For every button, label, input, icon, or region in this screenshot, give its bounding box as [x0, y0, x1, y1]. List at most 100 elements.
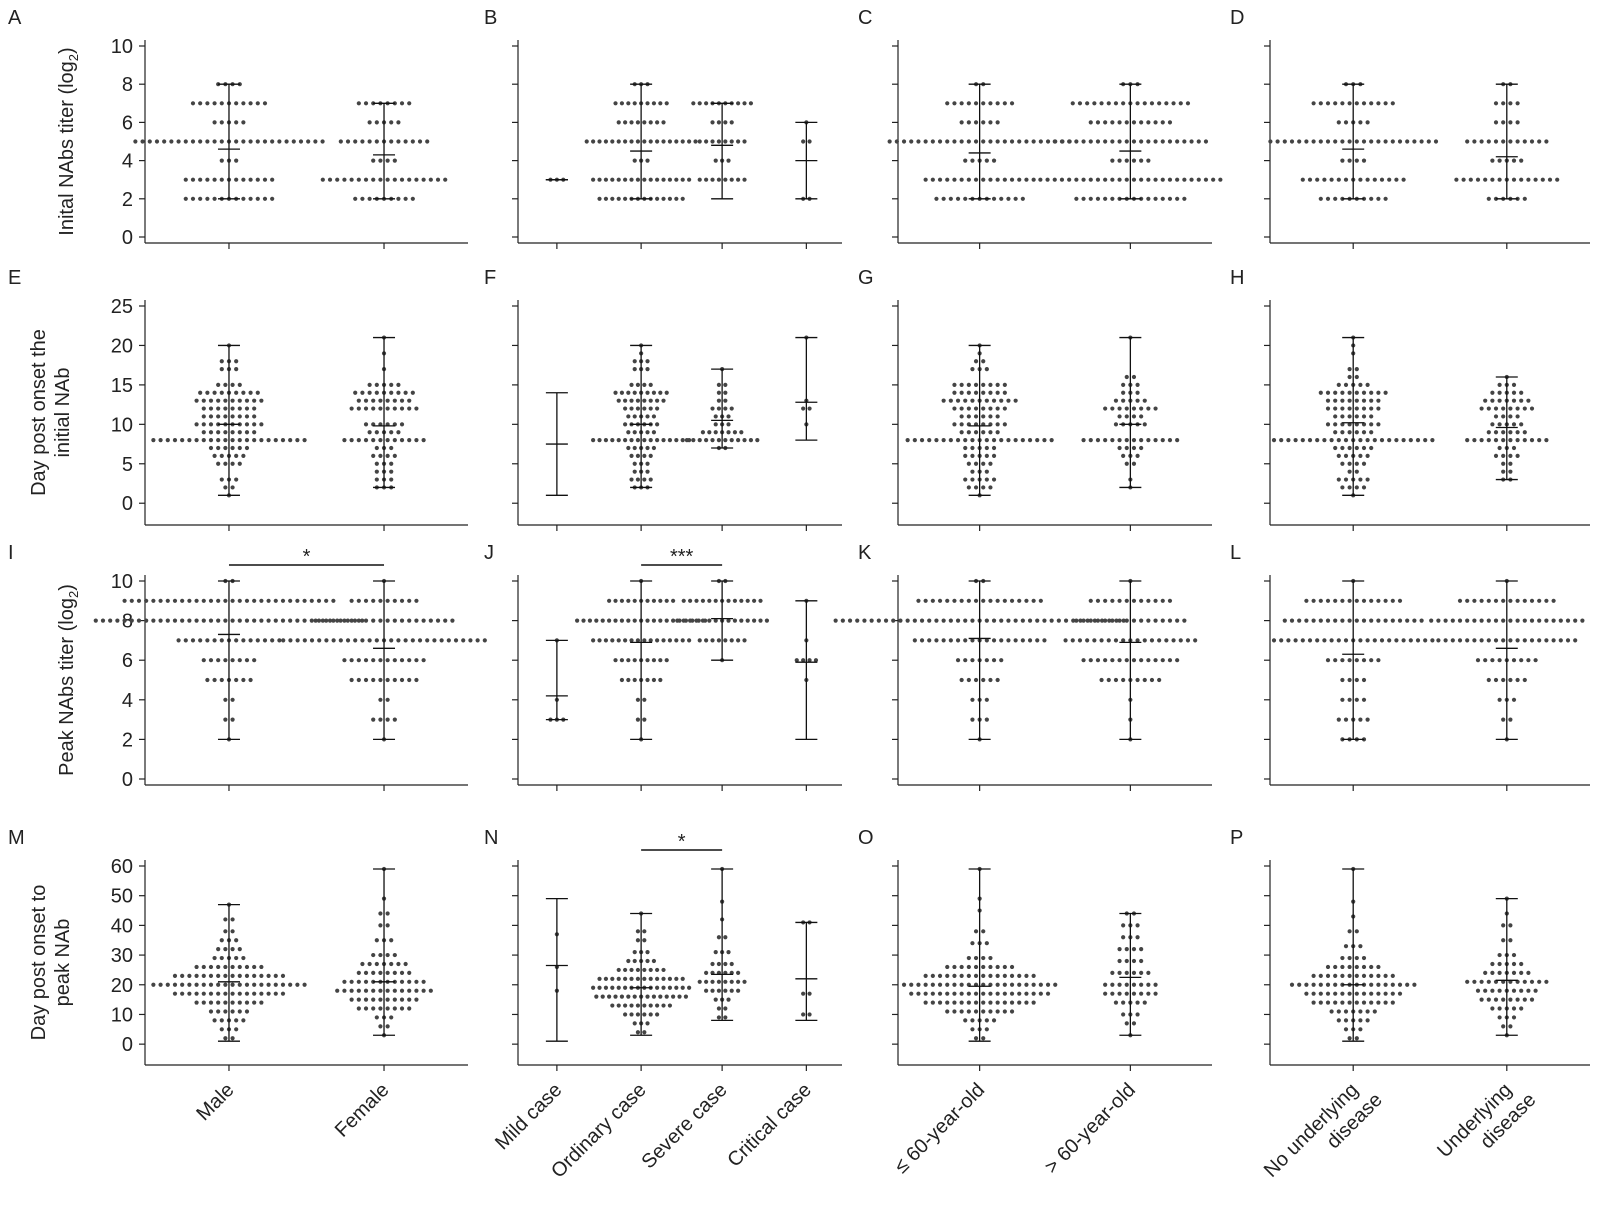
data-point	[1218, 177, 1223, 182]
data-point	[230, 445, 235, 451]
data-point	[252, 1000, 257, 1005]
data-point	[421, 988, 426, 993]
data-point	[201, 618, 206, 623]
data-point	[389, 461, 394, 466]
data-point	[230, 982, 235, 987]
data-point	[945, 1000, 950, 1005]
data-point	[230, 1036, 235, 1041]
data-point	[959, 139, 964, 144]
data-point	[1113, 677, 1119, 683]
data-point	[1479, 618, 1484, 623]
data-point	[1508, 997, 1513, 1002]
data-point	[1558, 638, 1563, 643]
data-point	[414, 997, 419, 1002]
data-point	[655, 1003, 660, 1008]
data-point	[1031, 598, 1036, 603]
data-point	[1020, 638, 1025, 643]
data-point	[623, 976, 628, 981]
data-point	[1171, 101, 1176, 106]
data-point	[1340, 461, 1345, 466]
data-point	[1325, 101, 1331, 106]
data-point	[1325, 964, 1331, 970]
data-point	[403, 196, 408, 201]
data-point	[216, 947, 221, 952]
data-point	[651, 958, 657, 964]
data-point	[378, 438, 383, 443]
data-point	[1103, 982, 1108, 987]
data-point	[1099, 638, 1104, 643]
data-point	[1361, 1000, 1367, 1005]
data-point	[966, 382, 971, 387]
data-point	[1508, 598, 1513, 603]
data-point	[1117, 445, 1122, 451]
data-point	[208, 964, 214, 970]
data-point	[273, 438, 278, 443]
data-point	[1271, 438, 1277, 443]
data-point	[1347, 430, 1352, 435]
data-point	[1347, 101, 1352, 106]
data-point	[223, 929, 228, 934]
data-point	[353, 390, 358, 395]
data-point	[360, 196, 365, 201]
data-point	[1347, 374, 1352, 380]
data-point	[1490, 390, 1495, 395]
data-point	[1009, 1009, 1015, 1014]
data-point	[176, 638, 181, 643]
data-point	[945, 101, 950, 106]
data-point	[1522, 598, 1527, 603]
data-point	[963, 196, 968, 201]
data-point	[726, 422, 731, 427]
data-point	[1315, 438, 1320, 443]
data-point	[955, 196, 961, 201]
data-point	[201, 658, 206, 663]
data-point	[234, 158, 239, 163]
data-point	[399, 1006, 405, 1011]
data-point	[1379, 177, 1385, 182]
y-tick-label: 2	[122, 189, 133, 211]
data-point	[984, 469, 989, 474]
data-point	[1397, 618, 1403, 623]
data-point	[1300, 638, 1305, 643]
data-point	[1354, 406, 1359, 411]
data-point	[1490, 158, 1495, 163]
data-point	[1479, 598, 1484, 603]
data-point	[259, 991, 264, 996]
data-point	[1383, 991, 1388, 996]
data-point	[966, 955, 971, 961]
data-point	[1519, 658, 1524, 663]
data-point	[1354, 964, 1359, 970]
data-point	[704, 101, 709, 106]
data-point	[632, 390, 637, 395]
data-point	[1358, 1009, 1363, 1014]
data-point	[201, 430, 206, 435]
data-point	[234, 101, 239, 106]
data-point	[1537, 598, 1542, 603]
data-point	[1408, 638, 1413, 643]
data-point	[645, 430, 650, 435]
data-point	[973, 390, 979, 395]
data-point	[352, 618, 358, 623]
data-point	[642, 938, 647, 943]
data-point	[248, 677, 253, 683]
data-point	[198, 177, 203, 182]
data-point	[399, 177, 405, 182]
data-point	[623, 967, 628, 973]
data-point	[613, 994, 618, 999]
data-point	[694, 618, 699, 623]
data-point	[713, 618, 718, 623]
data-point	[959, 390, 964, 395]
data-point	[187, 982, 192, 987]
data-point	[1497, 970, 1502, 975]
data-point	[645, 1021, 650, 1026]
data-point	[244, 1009, 250, 1014]
data-point	[371, 177, 376, 182]
data-point	[645, 445, 650, 451]
data-point	[374, 120, 379, 125]
data-point	[629, 976, 634, 981]
data-point	[389, 469, 394, 474]
data-point	[629, 406, 634, 411]
data-point	[389, 390, 394, 395]
data-point	[1508, 430, 1513, 435]
data-point	[658, 101, 663, 106]
data-point	[755, 438, 760, 443]
